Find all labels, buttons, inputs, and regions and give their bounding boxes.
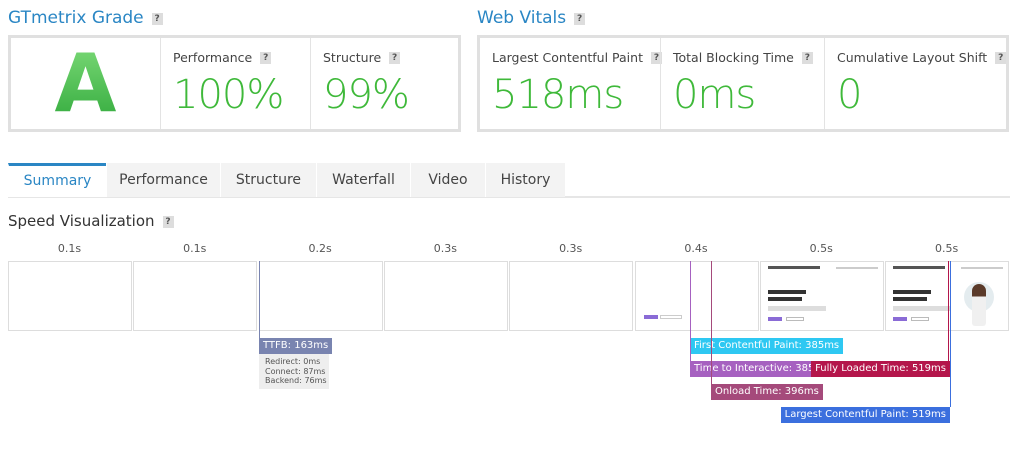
frame-time: 0.1s xyxy=(183,242,207,255)
loading-bar xyxy=(643,315,658,319)
frame-time: 0.3s xyxy=(433,242,457,255)
metric-value: 99% xyxy=(323,72,410,118)
metric-cell: Largest Contentful Paint? 518ms xyxy=(480,38,662,129)
filmstrip-frame xyxy=(634,261,759,331)
metric-cell: Total Blocking Time? 0ms xyxy=(660,38,824,129)
tab[interactable]: Summary xyxy=(8,163,106,197)
filmstrip-frame xyxy=(383,261,508,331)
label-text: Cumulative Layout Shift xyxy=(837,50,988,65)
tab-underline xyxy=(8,196,1010,198)
help-icon[interactable]: ? xyxy=(162,216,174,228)
metric-cell: Structure? 99% xyxy=(310,38,458,129)
label-text: Total Blocking Time xyxy=(673,50,794,65)
metric-label: Total Blocking Time? xyxy=(673,50,813,65)
metric-label: Largest Contentful Paint? xyxy=(492,50,662,65)
tab[interactable]: Performance xyxy=(106,163,220,197)
label-text: Performance xyxy=(173,50,253,65)
filmstrip-frame xyxy=(8,261,132,331)
tab[interactable]: History xyxy=(485,163,565,197)
thumb-nav xyxy=(961,267,1004,269)
timing-line xyxy=(711,261,712,384)
web-vitals-panel: Largest Contentful Paint? 518ms Total Bloc… xyxy=(477,35,1009,132)
detail-line: Redirect: 0ms xyxy=(265,357,321,366)
help-icon[interactable]: ? xyxy=(260,52,272,64)
frame-time: 0.5s xyxy=(809,242,833,255)
frame-time: 0.3s xyxy=(559,242,583,255)
thumb-header xyxy=(893,266,946,269)
metric-label: Performance? xyxy=(173,50,272,65)
frame-time: 0.1s xyxy=(57,242,82,255)
help-icon[interactable]: ? xyxy=(389,52,401,64)
detail-line: Connect: 87ms xyxy=(265,366,326,376)
filmstrip-frame xyxy=(759,261,884,331)
timing-line xyxy=(690,261,691,361)
help-icon[interactable]: ? xyxy=(151,13,163,25)
thumb-header xyxy=(767,266,820,269)
metric-label: Cumulative Layout Shift? xyxy=(837,50,1007,65)
metric-value: 0ms xyxy=(673,72,756,118)
tab[interactable]: Structure xyxy=(220,163,316,197)
metric-cell: Performance? 100% xyxy=(160,38,310,129)
timing-line xyxy=(259,261,260,338)
timing-label: First Contentful Paint: 385ms xyxy=(690,338,844,354)
thumb-button xyxy=(767,317,782,321)
metric-value: 100% xyxy=(173,72,284,118)
label-text: Largest Contentful Paint xyxy=(492,50,643,65)
label-text: Structure xyxy=(323,50,382,65)
frame-time: 0.5s xyxy=(934,242,959,255)
timing-details: Redirect: 0ms Connect: 87ms Backend: 76ms xyxy=(259,354,329,389)
metric-label: Structure? xyxy=(323,50,401,65)
title-text: GTmetrix Grade xyxy=(8,8,144,28)
timing-line xyxy=(948,261,949,361)
timing-label: Fully Loaded Time: 519ms xyxy=(811,361,950,377)
timing-label: Onload Time: 396ms xyxy=(711,384,823,400)
timing-label: Time to Interactive: 385ms xyxy=(690,361,834,377)
thumb-person xyxy=(972,284,987,326)
thumb-heading xyxy=(893,297,928,301)
thumb-heading xyxy=(767,290,806,294)
metric-value: 0 xyxy=(837,72,862,118)
loading-bar xyxy=(659,315,682,319)
metric-value: 518ms xyxy=(492,72,624,118)
filmstrip-frame xyxy=(258,261,383,331)
tab[interactable]: Video xyxy=(410,163,485,197)
section-title: GTmetrix Grade? xyxy=(8,8,163,28)
help-icon[interactable]: ? xyxy=(801,52,813,64)
frame-time: 0.4s xyxy=(684,242,708,255)
section-title: Web Vitals? xyxy=(477,8,586,28)
detail-line: Backend: 76ms xyxy=(265,376,327,385)
thumb-heading xyxy=(767,297,802,301)
help-icon[interactable]: ? xyxy=(650,52,662,64)
section-title: Speed Visualization? xyxy=(8,212,174,230)
title-text: Speed Visualization xyxy=(8,212,155,230)
title-text: Web Vitals xyxy=(477,8,567,28)
metric-cell: Cumulative Layout Shift? 0 xyxy=(824,38,1007,129)
timing-line xyxy=(950,261,951,407)
thumb-heading xyxy=(893,290,932,294)
thumb-text xyxy=(893,306,952,311)
timing-label: Largest Contentful Paint: 519ms xyxy=(780,407,950,423)
filmstrip-frame xyxy=(509,261,634,331)
tab[interactable]: Waterfall xyxy=(316,163,410,197)
frame-time: 0.2s xyxy=(308,242,332,255)
thumb-button xyxy=(911,317,930,321)
thumb-text xyxy=(767,306,826,311)
thumb-button xyxy=(785,317,804,321)
help-icon[interactable]: ? xyxy=(574,13,586,25)
timing-label: TTFB: 163ms xyxy=(259,338,333,354)
filmstrip-frame xyxy=(133,261,258,331)
thumb-button xyxy=(893,317,908,321)
thumb-nav xyxy=(835,267,878,269)
filmstrip-frame xyxy=(885,261,1010,331)
help-icon[interactable]: ? xyxy=(995,52,1007,64)
grade-letter: A xyxy=(11,38,160,129)
grade-panel: A Performance? 100% Structure? 99% xyxy=(8,35,461,132)
